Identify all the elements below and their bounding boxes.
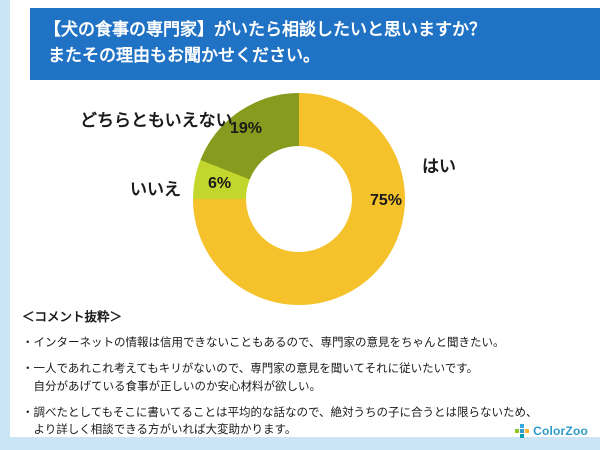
comment-item: ・インターネットの情報は信用できないこともあるので、専門家の意見をちゃんと聞きた… [22,337,505,349]
comment-item: ・調べたとしてもそこに書いてることは平均的な話なので、絶対うちの子に合うとは限ら… [22,406,538,436]
colorzoo-logo: ColorZoo [515,424,588,438]
header-banner: 【犬の食事の専門家】がいたら相談したいと思いますか？ またその理由もお聞かせくだ… [30,8,600,80]
comment-item: ・一人であれこれ考えてもキリがないので、専門家の意見を聞いてそれに従いたいです。… [22,363,479,393]
pie-value-neutral: 19% [230,120,263,137]
header-line-2: またその理由もお聞かせください。 [48,46,320,66]
donut-chart-area: はい 75% いいえ 6% どちらともいえない 19% [0,80,600,312]
header-line-1: 【犬の食事の専門家】がいたら相談したいと思いますか？ [44,20,486,39]
pie-label-yes: はい [422,157,456,176]
pie-label-neutral: どちらともいえない [80,111,233,130]
left-accent-stripe [0,0,10,450]
comments-heading: ＜コメント抜粋＞ [22,310,123,324]
bottom-accent-stripe [0,437,600,450]
colorzoo-logo-text: ColorZoo [533,424,588,438]
pie-label-no: いいえ [130,180,181,199]
comments-section: ＜コメント抜粋＞ ・インターネットの情報は信用できないこともあるので、専門家の意… [22,306,584,448]
donut-chart [193,93,405,305]
pie-value-no: 6% [208,175,232,192]
donut-hole [246,146,352,252]
pie-value-yes: 75% [370,192,403,209]
colorzoo-logo-icon [515,424,530,438]
